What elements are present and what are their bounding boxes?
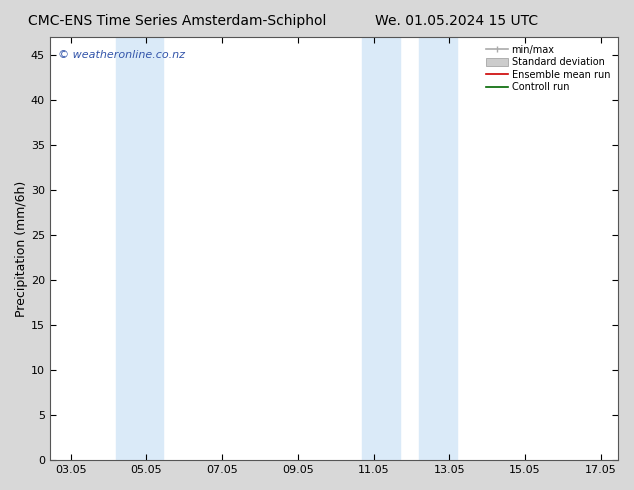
Bar bbox=[419, 37, 457, 460]
Bar bbox=[362, 37, 400, 460]
Text: CMC-ENS Time Series Amsterdam-Schiphol: CMC-ENS Time Series Amsterdam-Schiphol bbox=[29, 14, 327, 28]
Text: We. 01.05.2024 15 UTC: We. 01.05.2024 15 UTC bbox=[375, 14, 538, 28]
Text: © weatheronline.co.nz: © weatheronline.co.nz bbox=[58, 50, 185, 60]
Y-axis label: Precipitation (mm/6h): Precipitation (mm/6h) bbox=[15, 180, 28, 317]
Bar bbox=[116, 37, 164, 460]
Legend: min/max, Standard deviation, Ensemble mean run, Controll run: min/max, Standard deviation, Ensemble me… bbox=[483, 42, 613, 95]
